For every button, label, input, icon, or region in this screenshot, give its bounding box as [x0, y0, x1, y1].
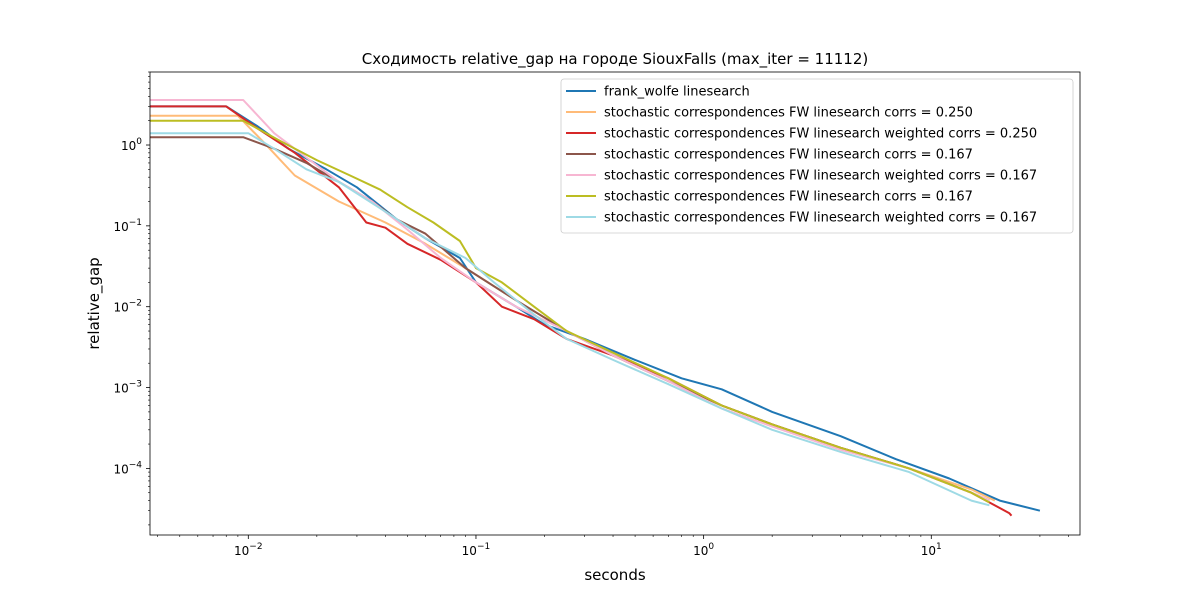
series-line-5	[150, 99, 990, 502]
y-tick-label: 10−4	[113, 460, 142, 476]
x-tick-label: 100	[693, 542, 714, 558]
x-axis-label: seconds	[584, 566, 645, 584]
chart-title: Сходимость relative_gap на городе SiouxF…	[362, 50, 868, 69]
legend-label: stochastic correspondences FW linesearch…	[604, 190, 973, 205]
y-tick-label: 100	[121, 137, 142, 153]
legend: frank_wolfe linesearch stochastic corresp…	[560, 78, 1074, 234]
legend-label: stochastic correspondences FW linesearch…	[604, 148, 973, 163]
legend-label: stochastic correspondences FW linesearch…	[604, 211, 1037, 226]
legend-label: stochastic correspondences FW linesearch…	[604, 127, 1037, 142]
y-axis-label: relative_gap	[85, 257, 104, 349]
x-tick-label: 101	[921, 542, 942, 558]
x-tick-label: 10−2	[234, 542, 263, 558]
legend-box	[560, 78, 1074, 234]
legend-label: stochastic correspondences FW linesearch…	[604, 106, 973, 121]
x-tick-label: 10−1	[462, 542, 491, 558]
series-line-6	[150, 119, 990, 504]
y-tick-label: 10−2	[113, 299, 142, 315]
plot-frame	[149, 71, 1081, 536]
y-tick-label: 10−3	[113, 380, 142, 396]
legend-label: stochastic correspondences FW linesearch…	[604, 169, 1037, 184]
series-line-7	[150, 132, 990, 507]
y-tick-label: 10−1	[113, 218, 142, 234]
legend-label: frank_wolfe linesearch	[604, 85, 750, 100]
